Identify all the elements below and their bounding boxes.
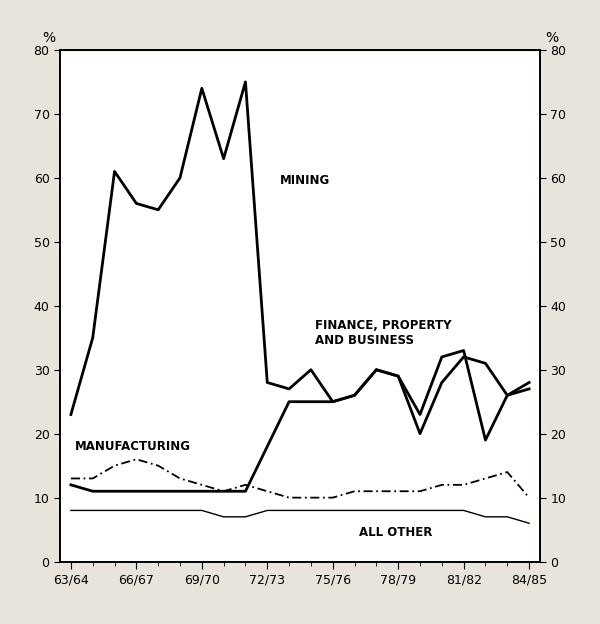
Text: ALL OTHER: ALL OTHER [359, 526, 432, 539]
Text: %: % [42, 31, 55, 45]
Text: FINANCE, PROPERTY
AND BUSINESS: FINANCE, PROPERTY AND BUSINESS [315, 319, 452, 347]
Text: MINING: MINING [280, 174, 331, 187]
Text: %: % [545, 31, 558, 45]
Text: MANUFACTURING: MANUFACTURING [75, 440, 191, 452]
